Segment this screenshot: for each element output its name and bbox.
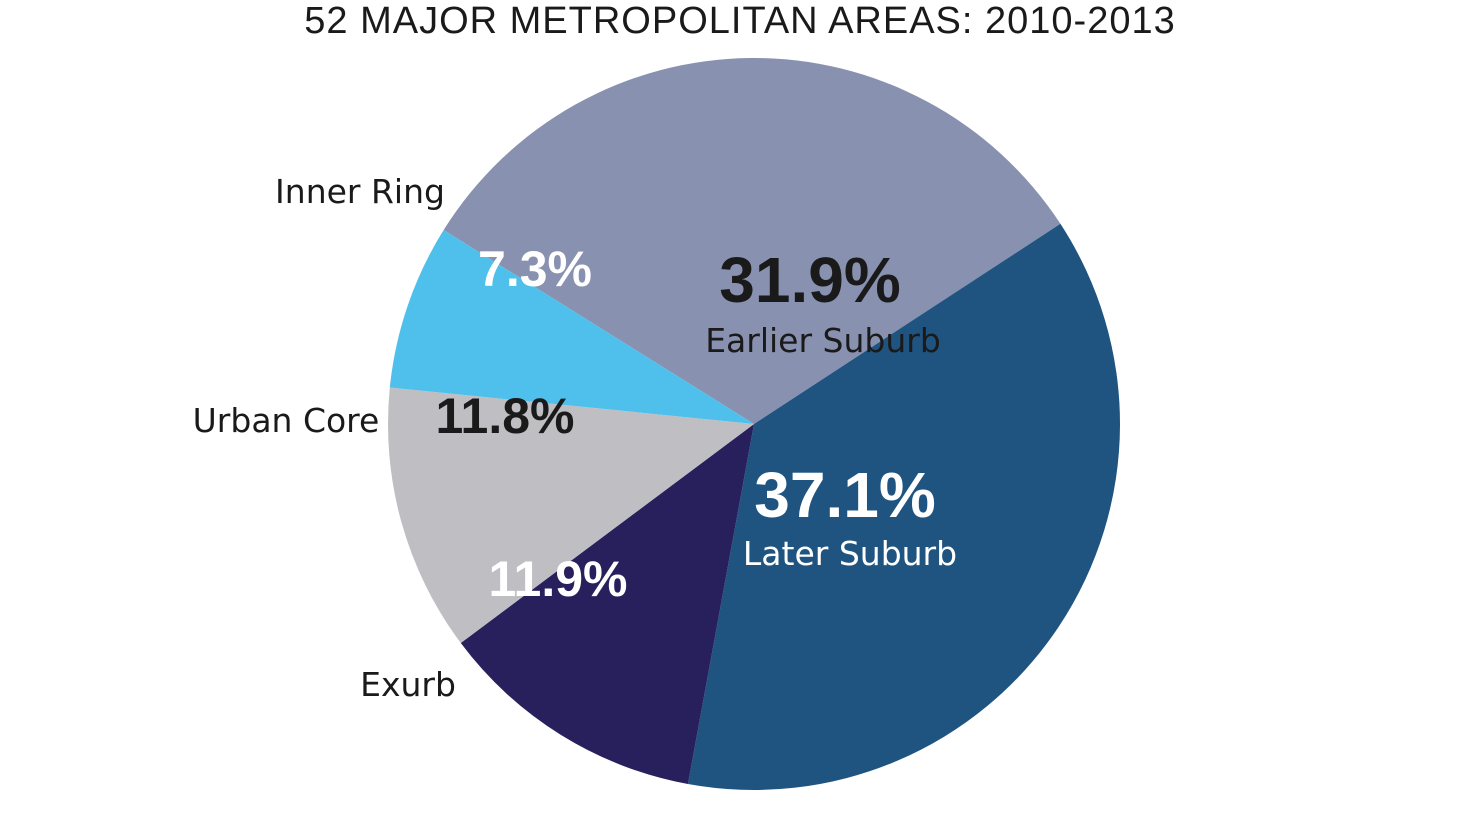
value-label-exurb: 11.9% xyxy=(488,551,627,607)
category-label-inner-ring: Inner Ring xyxy=(275,172,445,211)
value-label-inner-ring: 7.3% xyxy=(478,241,592,297)
pie-slices xyxy=(388,57,1121,790)
slice-exurb xyxy=(460,424,754,784)
category-label-earlier-suburb: Earlier Suburb xyxy=(705,321,941,360)
slice-later-suburb xyxy=(687,223,1121,790)
value-label-earlier-suburb: 31.9% xyxy=(719,244,900,316)
category-label-urban-core: Urban Core xyxy=(193,401,380,440)
pie-labels: 31.9% Earlier Suburb 37.1%Later Suburb 11.9… xyxy=(193,172,957,704)
slice-earlier-suburb xyxy=(443,57,1061,424)
slice-inner-ring xyxy=(389,230,754,424)
category-label-later-suburb: Later Suburb xyxy=(743,534,957,573)
chart-title: 52 MAJOR METROPOLITAN AREAS: 2010-2013 xyxy=(304,0,1176,42)
value-label-later-suburb: 37.1% xyxy=(754,459,935,531)
slice-urban-core xyxy=(388,387,754,644)
category-label-exurb: Exurb xyxy=(360,665,456,704)
value-label-urban-core: 11.8% xyxy=(435,388,574,444)
